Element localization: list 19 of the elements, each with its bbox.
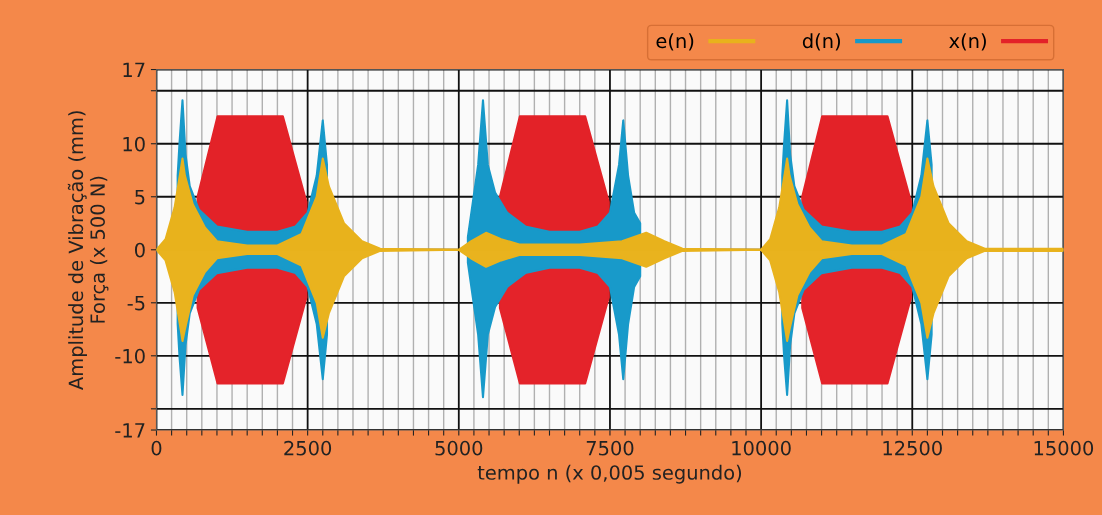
x-tick-label: 10000	[732, 440, 791, 456]
x-tick-label: 5000	[435, 440, 483, 456]
y-tick-label: 17	[123, 62, 145, 77]
y-axis-title: Amplitude de Vibração (mm) Força (x 500 N)	[67, 111, 109, 390]
y-tick-label: -5	[127, 296, 145, 311]
y-tick-label: 10	[123, 136, 145, 152]
x-tick-label: 12500	[883, 440, 942, 456]
legend-label: d(n)	[802, 33, 840, 51]
x-tick-label: 15000	[1034, 440, 1094, 456]
legend-label: x(n)	[949, 33, 986, 51]
x-axis-title: tempo n (x 0,005 segundo)	[477, 464, 742, 484]
x-tick-label: 7500	[586, 440, 634, 456]
y-tick-label: -17	[115, 423, 145, 438]
y-tick-label: -10	[115, 348, 145, 364]
x-tick-label: 2500	[284, 440, 332, 456]
x-tick-label: 0	[151, 440, 162, 456]
y-tick-label: 0	[134, 242, 145, 258]
y-tick-label: 5	[135, 189, 145, 205]
legend-label: e(n)	[656, 33, 694, 51]
